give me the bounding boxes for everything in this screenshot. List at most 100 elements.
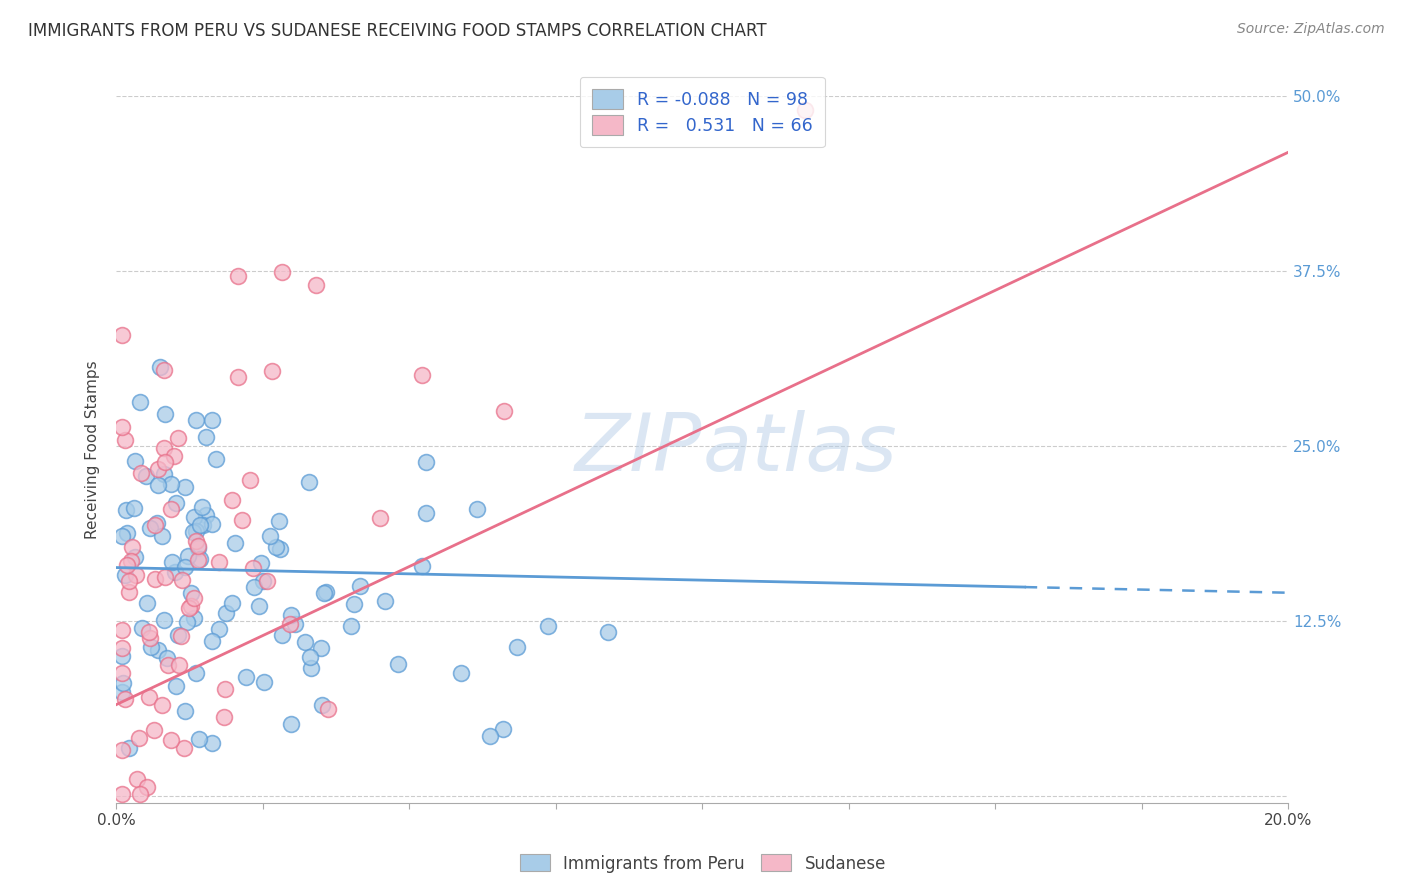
Y-axis label: Receiving Food Stamps: Receiving Food Stamps — [86, 360, 100, 539]
Point — [299, 650, 322, 665]
Point — [115, 502, 138, 516]
Point — [124, 568, 146, 582]
Point — [297, 475, 319, 490]
Point — [124, 454, 146, 468]
Point — [167, 431, 190, 445]
Point — [194, 430, 217, 444]
Point — [124, 500, 146, 515]
Point — [153, 613, 176, 627]
Point — [128, 395, 150, 409]
Point — [284, 617, 307, 632]
Point — [269, 541, 291, 556]
Legend: Immigrants from Peru, Sudanese: Immigrants from Peru, Sudanese — [513, 847, 893, 880]
Point — [183, 611, 205, 625]
Point — [186, 412, 208, 426]
Point — [221, 493, 243, 508]
Point — [235, 670, 257, 684]
Point — [111, 684, 134, 698]
Point — [128, 731, 150, 746]
Point — [193, 517, 215, 532]
Point — [187, 553, 209, 567]
Point — [183, 510, 205, 524]
Point — [226, 268, 249, 283]
Point — [479, 729, 502, 743]
Point — [124, 549, 146, 564]
Point — [115, 558, 138, 573]
Point — [260, 363, 283, 377]
Point — [184, 524, 207, 538]
Point — [165, 679, 187, 693]
Point — [180, 586, 202, 600]
Point — [111, 787, 134, 801]
Point — [173, 740, 195, 755]
Point — [270, 264, 292, 278]
Point — [159, 502, 181, 516]
Point — [121, 541, 143, 555]
Point — [243, 580, 266, 594]
Point — [153, 408, 176, 422]
Point — [226, 369, 249, 384]
Point — [131, 621, 153, 635]
Point — [153, 363, 176, 377]
Point — [120, 554, 142, 568]
Point — [139, 631, 162, 645]
Point — [184, 665, 207, 680]
Point — [537, 619, 560, 633]
Point — [138, 690, 160, 704]
Point — [152, 441, 174, 455]
Point — [231, 513, 253, 527]
Point — [150, 528, 173, 542]
Point — [138, 624, 160, 639]
Point — [156, 650, 179, 665]
Point — [174, 704, 197, 718]
Point — [187, 541, 209, 556]
Point — [280, 608, 302, 623]
Point — [167, 628, 190, 642]
Point — [118, 741, 141, 756]
Point — [184, 533, 207, 548]
Point — [465, 501, 488, 516]
Point — [598, 625, 620, 640]
Point — [181, 524, 204, 539]
Point — [506, 640, 529, 654]
Text: Source: ZipAtlas.com: Source: ZipAtlas.com — [1237, 22, 1385, 37]
Point — [135, 468, 157, 483]
Point — [239, 473, 262, 487]
Point — [179, 600, 201, 615]
Point — [343, 598, 366, 612]
Point — [387, 657, 409, 672]
Point — [224, 535, 246, 549]
Point — [163, 565, 186, 579]
Point — [143, 518, 166, 533]
Point — [415, 506, 437, 520]
Point — [188, 552, 211, 566]
Point — [242, 561, 264, 575]
Point — [142, 723, 165, 737]
Point — [349, 579, 371, 593]
Point — [492, 403, 515, 417]
Point — [111, 743, 134, 757]
Point — [183, 591, 205, 606]
Point — [114, 433, 136, 447]
Point — [143, 573, 166, 587]
Point — [114, 568, 136, 582]
Point — [177, 549, 200, 563]
Point — [136, 596, 159, 610]
Point — [311, 698, 333, 712]
Point — [314, 586, 336, 600]
Point — [155, 570, 177, 584]
Point — [191, 500, 214, 514]
Point — [149, 360, 172, 375]
Text: IMMIGRANTS FROM PERU VS SUDANESE RECEIVING FOOD STAMPS CORRELATION CHART: IMMIGRANTS FROM PERU VS SUDANESE RECEIVI… — [28, 22, 766, 40]
Point — [150, 698, 173, 712]
Point — [280, 716, 302, 731]
Point — [278, 616, 301, 631]
Point — [111, 529, 134, 543]
Point — [271, 628, 294, 642]
Point — [162, 555, 184, 569]
Point — [167, 657, 190, 672]
Point — [163, 449, 186, 463]
Point — [111, 328, 134, 343]
Point — [153, 467, 176, 481]
Point — [115, 525, 138, 540]
